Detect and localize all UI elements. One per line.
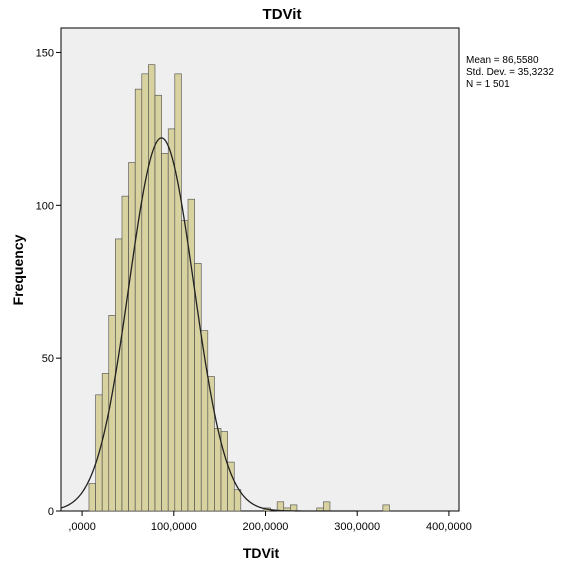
histogram-bar xyxy=(148,64,156,512)
histogram-bar xyxy=(233,489,242,512)
histogram-bar xyxy=(154,94,162,512)
histogram-bar xyxy=(187,198,195,512)
y-tick-label: 100 xyxy=(36,200,54,212)
histogram-bar xyxy=(134,88,143,512)
x-axis: ,0000 100,0000 200,0000 300,0000 400,0000 xyxy=(68,511,472,533)
stats-std-dev: Std. Dev. = 35,3232 xyxy=(466,67,554,78)
histogram-bar xyxy=(174,73,182,512)
histogram-bar xyxy=(108,315,116,512)
histogram-bar xyxy=(276,501,285,512)
x-tick-label: 400,0000 xyxy=(426,521,472,533)
histogram-bar xyxy=(101,373,110,512)
x-tick-label: 300,0000 xyxy=(334,521,380,533)
x-axis-title: TDVit xyxy=(243,545,280,561)
histogram-bar xyxy=(141,73,149,512)
stats-n: N = 1 501 xyxy=(466,79,510,90)
chart-title: TDVit xyxy=(263,6,302,23)
histogram-bar xyxy=(382,504,390,512)
histogram-bar xyxy=(227,461,235,512)
y-tick-label: 150 xyxy=(36,47,54,59)
x-tick-label: 200,0000 xyxy=(243,521,289,533)
histogram-bar xyxy=(181,220,189,512)
histogram-bar xyxy=(323,501,331,512)
normal-curve xyxy=(60,137,358,512)
y-tick-label: 0 xyxy=(48,506,54,518)
y-axis: 0 50 100 150 xyxy=(36,47,61,518)
histogram-bar xyxy=(290,504,298,512)
histogram-bar xyxy=(161,153,169,512)
histogram-bar xyxy=(115,238,123,512)
y-axis-title: Frequency xyxy=(10,234,26,305)
stats-mean: Mean = 86,5580 xyxy=(466,55,539,66)
histogram-bar xyxy=(88,483,96,512)
histogram-bar xyxy=(128,162,136,512)
histogram-bar xyxy=(121,195,129,512)
x-tick-label: 100,0000 xyxy=(151,521,197,533)
histogram-bars xyxy=(88,64,390,512)
histogram-bar xyxy=(167,128,176,512)
x-tick-label: ,0000 xyxy=(68,521,96,533)
y-tick-label: 50 xyxy=(42,353,54,365)
